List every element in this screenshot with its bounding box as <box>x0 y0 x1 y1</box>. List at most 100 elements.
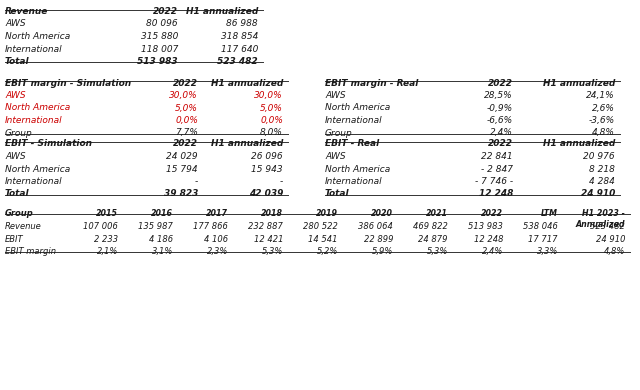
Text: 5,3%: 5,3% <box>427 247 448 256</box>
Text: 30,0%: 30,0% <box>254 91 283 100</box>
Text: 2022: 2022 <box>481 209 503 218</box>
Text: 2022: 2022 <box>173 140 198 149</box>
Text: International: International <box>325 177 383 186</box>
Text: AWS: AWS <box>325 91 346 100</box>
Text: 12 248: 12 248 <box>474 234 503 243</box>
Text: 4,8%: 4,8% <box>592 128 615 138</box>
Text: 318 854: 318 854 <box>221 32 258 41</box>
Text: 24 910: 24 910 <box>595 234 625 243</box>
Text: 107 006: 107 006 <box>83 222 118 231</box>
Text: 8,0%: 8,0% <box>260 128 283 138</box>
Text: AWS: AWS <box>325 152 346 161</box>
Text: 538 046: 538 046 <box>523 222 558 231</box>
Text: 2022: 2022 <box>488 78 513 87</box>
Text: Revenue: Revenue <box>5 7 49 16</box>
Text: North America: North America <box>5 32 70 41</box>
Text: 2015: 2015 <box>96 209 118 218</box>
Text: 2022: 2022 <box>173 78 198 87</box>
Text: -0,9%: -0,9% <box>487 103 513 112</box>
Text: -: - <box>280 177 283 186</box>
Text: 280 522: 280 522 <box>303 222 338 231</box>
Text: Group: Group <box>325 128 353 138</box>
Text: North America: North America <box>325 103 390 112</box>
Text: 2,4%: 2,4% <box>482 247 503 256</box>
Text: H1 annualized: H1 annualized <box>543 140 615 149</box>
Text: 469 822: 469 822 <box>413 222 448 231</box>
Text: 80 096: 80 096 <box>147 20 178 28</box>
Text: -6,6%: -6,6% <box>487 116 513 125</box>
Text: 315 880: 315 880 <box>141 32 178 41</box>
Text: 14 541: 14 541 <box>308 234 338 243</box>
Text: Group: Group <box>5 128 33 138</box>
Text: Group: Group <box>5 209 34 218</box>
Text: 28,5%: 28,5% <box>484 91 513 100</box>
Text: H1 annualized: H1 annualized <box>186 7 258 16</box>
Text: 24 910: 24 910 <box>580 190 615 199</box>
Text: 12 421: 12 421 <box>253 234 283 243</box>
Text: 2022: 2022 <box>153 7 178 16</box>
Text: 3,3%: 3,3% <box>536 247 558 256</box>
Text: 177 866: 177 866 <box>193 222 228 231</box>
Text: 4 186: 4 186 <box>149 234 173 243</box>
Text: 135 987: 135 987 <box>138 222 173 231</box>
Text: 2,3%: 2,3% <box>207 247 228 256</box>
Text: 22 899: 22 899 <box>364 234 393 243</box>
Text: EBIT - Simulation: EBIT - Simulation <box>5 140 92 149</box>
Text: 4,8%: 4,8% <box>604 247 625 256</box>
Text: 2 233: 2 233 <box>94 234 118 243</box>
Text: 5,9%: 5,9% <box>372 247 393 256</box>
Text: 0,0%: 0,0% <box>175 116 198 125</box>
Text: -3,6%: -3,6% <box>589 116 615 125</box>
Text: 3,1%: 3,1% <box>152 247 173 256</box>
Text: 2,4%: 2,4% <box>490 128 513 138</box>
Text: 118 007: 118 007 <box>141 44 178 53</box>
Text: 523 482: 523 482 <box>218 57 258 66</box>
Text: EBIT margin - Real: EBIT margin - Real <box>325 78 419 87</box>
Text: 386 064: 386 064 <box>358 222 393 231</box>
Text: North America: North America <box>5 103 70 112</box>
Text: 5,2%: 5,2% <box>317 247 338 256</box>
Text: 22 841: 22 841 <box>481 152 513 161</box>
Text: 5,0%: 5,0% <box>175 103 198 112</box>
Text: North America: North America <box>325 165 390 174</box>
Text: 7,7%: 7,7% <box>175 128 198 138</box>
Text: 17 717: 17 717 <box>529 234 558 243</box>
Text: International: International <box>5 44 63 53</box>
Text: 2020: 2020 <box>371 209 393 218</box>
Text: - 7 746 -: - 7 746 - <box>475 177 513 186</box>
Text: 26 096: 26 096 <box>252 152 283 161</box>
Text: 2018: 2018 <box>261 209 283 218</box>
Text: Revenue: Revenue <box>5 222 42 231</box>
Text: 2,1%: 2,1% <box>97 247 118 256</box>
Text: 5,3%: 5,3% <box>262 247 283 256</box>
Text: 513 983: 513 983 <box>138 57 178 66</box>
Text: North America: North America <box>5 165 70 174</box>
Text: 523 482: 523 482 <box>590 222 625 231</box>
Text: 5,0%: 5,0% <box>260 103 283 112</box>
Text: 4 106: 4 106 <box>204 234 228 243</box>
Text: 513 983: 513 983 <box>468 222 503 231</box>
Text: 4 284: 4 284 <box>589 177 615 186</box>
Text: 24 029: 24 029 <box>166 152 198 161</box>
Text: 117 640: 117 640 <box>221 44 258 53</box>
Text: Total: Total <box>5 190 29 199</box>
Text: H1 annualized: H1 annualized <box>211 140 283 149</box>
Text: -: - <box>195 177 198 186</box>
Text: 2017: 2017 <box>206 209 228 218</box>
Text: 20 976: 20 976 <box>584 152 615 161</box>
Text: 24 879: 24 879 <box>419 234 448 243</box>
Text: 15 794: 15 794 <box>166 165 198 174</box>
Text: International: International <box>5 177 63 186</box>
Text: EBIT: EBIT <box>5 234 24 243</box>
Text: 24,1%: 24,1% <box>586 91 615 100</box>
Text: 42 039: 42 039 <box>248 190 283 199</box>
Text: EBIT margin - Simulation: EBIT margin - Simulation <box>5 78 131 87</box>
Text: AWS: AWS <box>5 152 26 161</box>
Text: Total: Total <box>5 57 29 66</box>
Text: 2,6%: 2,6% <box>592 103 615 112</box>
Text: 8 218: 8 218 <box>589 165 615 174</box>
Text: International: International <box>325 116 383 125</box>
Text: Total: Total <box>325 190 349 199</box>
Text: 39 823: 39 823 <box>164 190 198 199</box>
Text: EBIT margin: EBIT margin <box>5 247 56 256</box>
